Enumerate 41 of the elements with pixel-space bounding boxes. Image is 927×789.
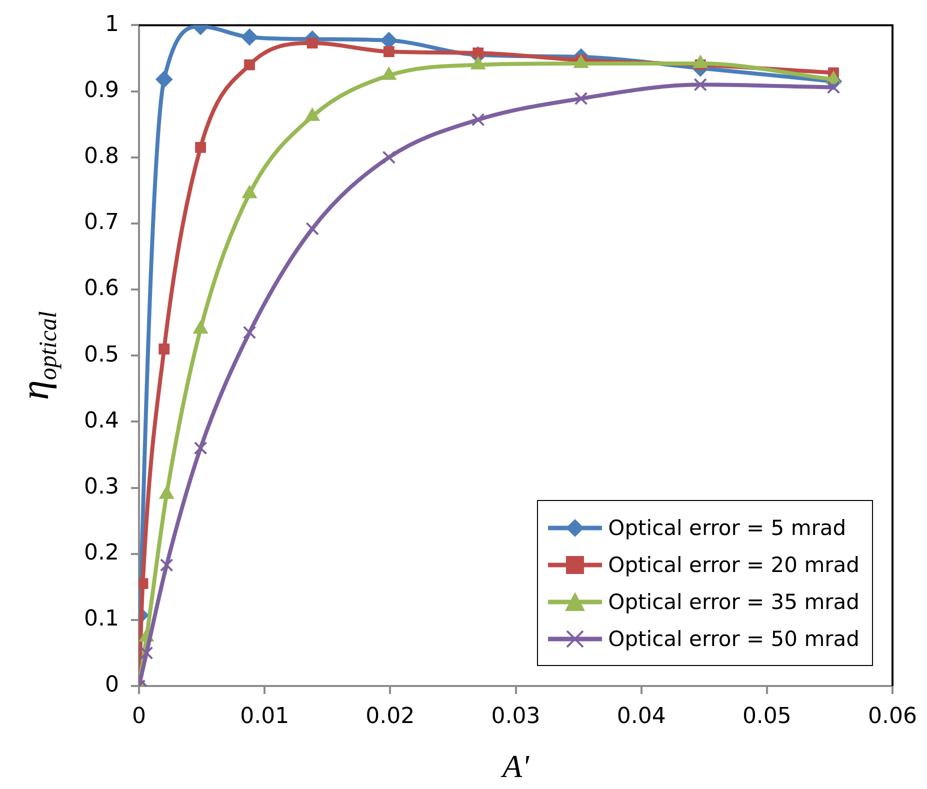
point	[194, 441, 208, 455]
point	[195, 142, 206, 153]
point	[241, 28, 258, 46]
point	[382, 150, 396, 164]
x-tick-label: 0.01	[240, 704, 290, 729]
x-tick-label: 0.03	[491, 704, 540, 729]
x-tick-label: 0.02	[366, 704, 415, 729]
y-tick-label: 0.5	[84, 342, 119, 368]
x-tick-label: 0.06	[868, 704, 917, 729]
point	[306, 38, 318, 48]
y-tick-label: 0.3	[84, 474, 119, 500]
point	[826, 80, 840, 94]
y-tick-label: 0.1	[84, 606, 119, 632]
point	[574, 92, 588, 106]
point	[140, 646, 154, 660]
legend-label: Optical error = 50 mrad	[608, 626, 860, 650]
y-tick-label: 0	[105, 672, 119, 698]
y-tick-label: 0.9	[84, 78, 119, 103]
x-tick-label: 0	[132, 704, 146, 729]
y-tick-label: 0.7	[84, 210, 119, 236]
point	[694, 78, 708, 92]
legend-label: Optical error = 5 mrad	[608, 516, 846, 540]
y-tick-label: 0.6	[84, 276, 119, 302]
point	[160, 558, 174, 572]
point	[158, 344, 170, 354]
point	[156, 70, 173, 88]
y-tick-label: 0.8	[84, 144, 119, 170]
point	[242, 326, 256, 340]
legend-label: Optical error = 35 mrad	[608, 590, 860, 614]
point	[306, 222, 319, 236]
x-tick-label: 0.04	[616, 704, 666, 729]
x-tick-label: 0.05	[742, 704, 792, 729]
x-axis-title: A'	[500, 748, 530, 784]
y-axis-title: ηoptical	[12, 311, 62, 400]
y-tick-label: 0.4	[84, 408, 119, 434]
point	[383, 46, 394, 58]
legend-label: Optical error = 20 mrad	[608, 552, 860, 576]
point	[244, 59, 255, 70]
y-tick-label: 1	[105, 12, 119, 37]
point	[471, 113, 485, 126]
y-tick-label: 0.2	[84, 540, 119, 566]
